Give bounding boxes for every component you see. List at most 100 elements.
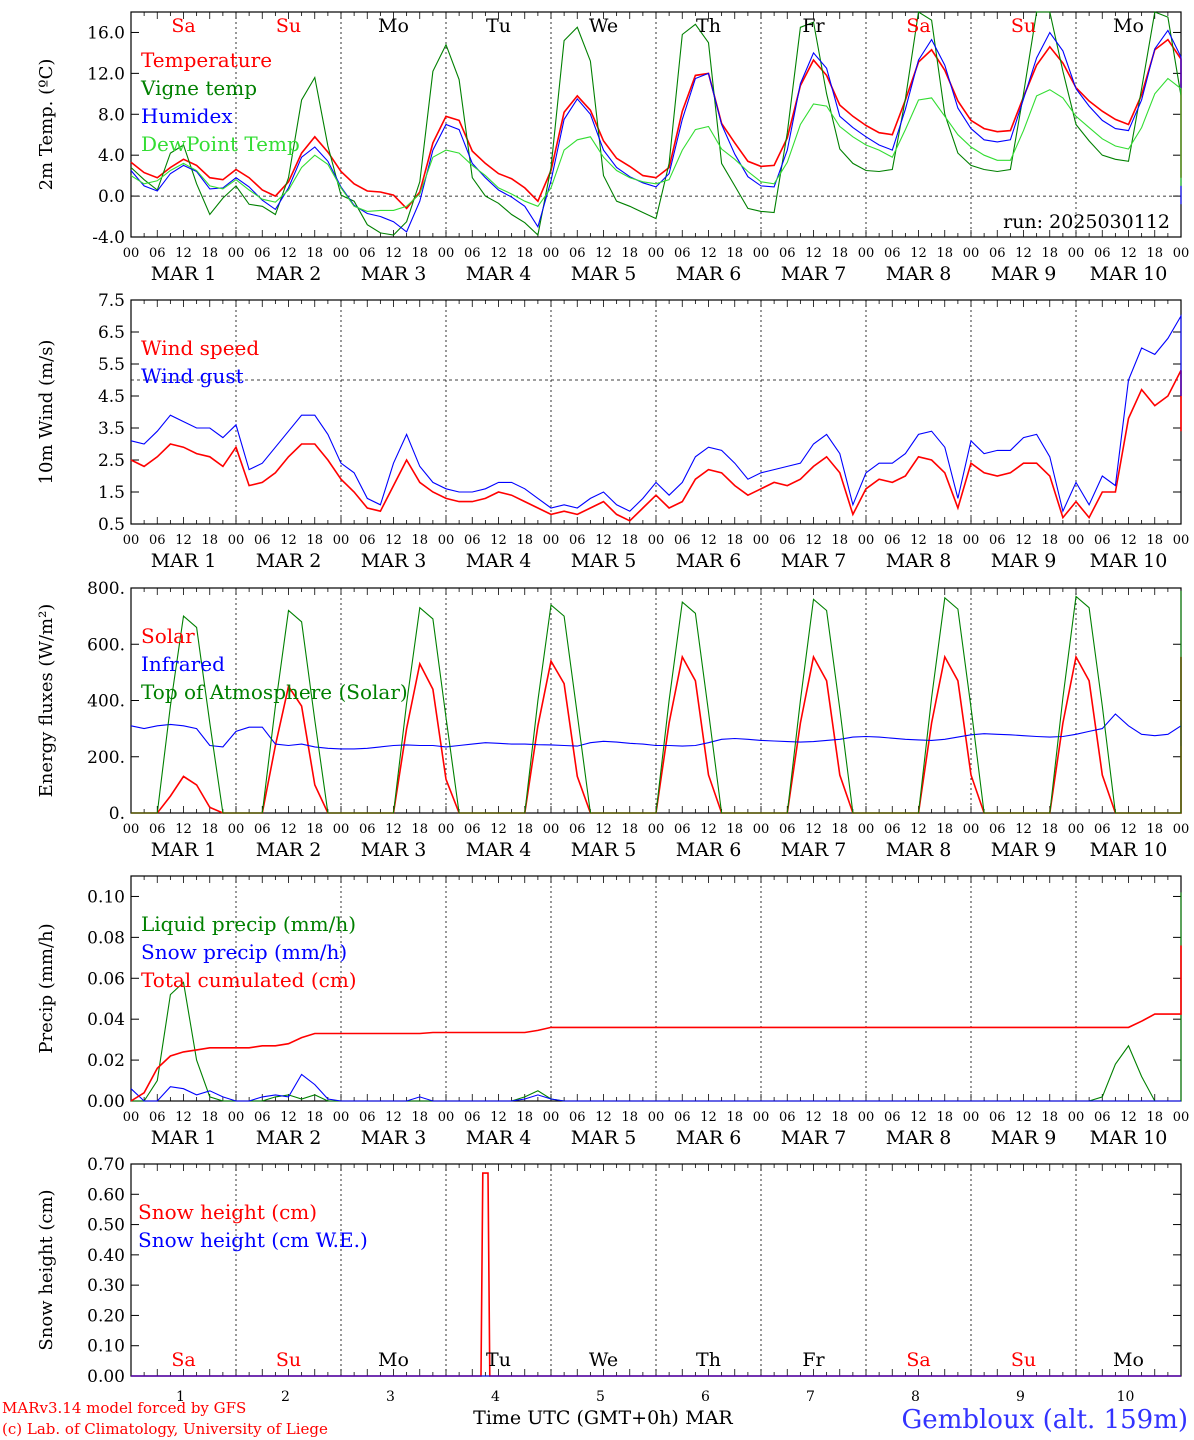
date-number: 9 (1016, 1389, 1025, 1405)
x-hour-label: 06 (569, 533, 586, 548)
day-name-top: Mo (378, 15, 409, 37)
x-hour-label: 00 (648, 533, 665, 548)
day-name-bottom: Su (276, 1349, 301, 1371)
y-tick-label: 0.02 (87, 1051, 125, 1071)
x-hour-label: 18 (831, 533, 848, 548)
x-hour-label: 18 (516, 533, 533, 548)
series-vigne-temp (130, 11, 1182, 237)
x-hour-label: 06 (359, 246, 376, 261)
y-tick-label: 0.70 (87, 1155, 125, 1175)
x-hour-label: 12 (385, 1110, 402, 1125)
x-hour-label: 00 (228, 822, 245, 837)
x-hour-label: 18 (411, 1110, 428, 1125)
day-name-bottom: We (589, 1349, 618, 1371)
x-hour-label: 18 (306, 246, 323, 261)
legend-entry: Wind gust (141, 364, 244, 388)
day-name-top: Sa (171, 15, 195, 37)
series-humidex (130, 29, 1182, 233)
y-tick-label: 0.30 (87, 1276, 125, 1296)
x-hour-label: 18 (1146, 533, 1163, 548)
legend-entry: Liquid precip (mm/h) (141, 912, 356, 936)
energy-y-axis-label: Energy fluxes (W/m²) (36, 604, 57, 798)
series-wind-speed (130, 370, 1182, 522)
x-hour-label: 06 (989, 1110, 1006, 1125)
x-hour-label: 18 (936, 822, 953, 837)
x-hour-label: 00 (858, 1110, 875, 1125)
x-date-label: MAR 5 (571, 263, 637, 285)
x-date-label: MAR 1 (151, 550, 217, 572)
x-hour-label: 18 (621, 822, 638, 837)
x-date-label: MAR 9 (991, 263, 1057, 285)
x-hour-label: 12 (385, 533, 402, 548)
legend-entry: Humidex (141, 104, 233, 128)
x-date-label: MAR 5 (571, 550, 637, 572)
x-date-label: MAR 2 (256, 1127, 322, 1149)
snow-panel: 0.00 0.10 0.20 0.30 0.40 0.50 0.60 0.70 Snow hei… (36, 1155, 1182, 1387)
x-hour-label: 18 (516, 1110, 533, 1125)
x-hour-label: 00 (228, 246, 245, 261)
x-hour-label: 00 (1173, 246, 1190, 261)
energy-panel: 0. 200. 400. 600. 800. Energy fluxes (W/m²) So… (36, 579, 1189, 861)
y-tick-label: 8.0 (98, 105, 125, 125)
legend-entry: Wind speed (141, 336, 259, 360)
x-date-label: MAR 2 (256, 550, 322, 572)
y-tick-label: 0.00 (87, 1367, 125, 1387)
x-hour-label: 00 (753, 822, 770, 837)
x-hour-label: 00 (438, 1110, 455, 1125)
legend-entry: DewPoint Temp (141, 132, 300, 156)
x-hour-label: 06 (1094, 533, 1111, 548)
x-date-label: MAR 8 (886, 839, 952, 861)
x-hour-label: 18 (936, 533, 953, 548)
x-hour-label: 18 (1041, 1110, 1058, 1125)
day-name-top: Su (276, 15, 301, 37)
x-date-label: MAR 8 (886, 1127, 952, 1149)
series-wind-gust (130, 313, 1182, 513)
x-hour-label: 12 (805, 822, 822, 837)
x-hour-label: 06 (464, 1110, 481, 1125)
x-hour-label: 06 (884, 822, 901, 837)
x-date-label: MAR 3 (361, 263, 427, 285)
x-hour-label: 12 (805, 533, 822, 548)
x-hour-label: 18 (726, 1110, 743, 1125)
x-date-label: MAR 9 (991, 1127, 1057, 1149)
day-name-top: Fr (802, 15, 825, 37)
day-name-bottom: Sa (906, 1349, 930, 1371)
x-hour-label: 06 (674, 246, 691, 261)
x-hour-label: 18 (1146, 822, 1163, 837)
x-hour-label: 12 (280, 246, 297, 261)
x-hour-label: 12 (175, 822, 192, 837)
x-hour-label: 00 (1068, 533, 1085, 548)
x-hour-label: 06 (254, 1110, 271, 1125)
x-hour-label: 12 (700, 822, 717, 837)
x-date-label: MAR 8 (886, 550, 952, 572)
x-date-label: MAR 6 (676, 839, 742, 861)
x-hour-label: 00 (963, 1110, 980, 1125)
x-date-label: MAR 9 (991, 550, 1057, 572)
day-name-bottom: Mo (378, 1349, 409, 1371)
y-tick-label: 12.0 (87, 64, 125, 84)
y-tick-label: 7.5 (98, 291, 125, 311)
x-hour-label: 18 (621, 246, 638, 261)
x-hour-label: 00 (753, 1110, 770, 1125)
series-infrared (130, 713, 1182, 750)
x-date-label: MAR 2 (256, 839, 322, 861)
x-hour-label: 12 (490, 246, 507, 261)
x-hour-label: 06 (989, 246, 1006, 261)
x-hour-label: 18 (516, 246, 533, 261)
date-number: 3 (386, 1389, 395, 1405)
day-name-top: Sa (906, 15, 930, 37)
x-hour-label: 06 (674, 822, 691, 837)
y-tick-label: 6.5 (98, 323, 125, 343)
x-date-label: MAR 7 (781, 550, 847, 572)
day-name-bottom: Mo (1113, 1349, 1144, 1371)
x-hour-label: 18 (201, 533, 218, 548)
y-tick-label: 0.40 (87, 1246, 125, 1266)
x-hour-label: 06 (779, 246, 796, 261)
x-hour-label: 00 (333, 1110, 350, 1125)
x-hour-label: 00 (228, 1110, 245, 1125)
x-hour-label: 00 (753, 246, 770, 261)
temperature-panel: -4.0 0.0 4.0 8.0 12.0 16.0 2m Temp. (ºC) Temper… (36, 11, 1190, 285)
x-hour-label: 12 (595, 533, 612, 548)
y-tick-label: 4.5 (98, 387, 125, 407)
wind-y-axis-label: 10m Wind (m/s) (36, 340, 57, 485)
